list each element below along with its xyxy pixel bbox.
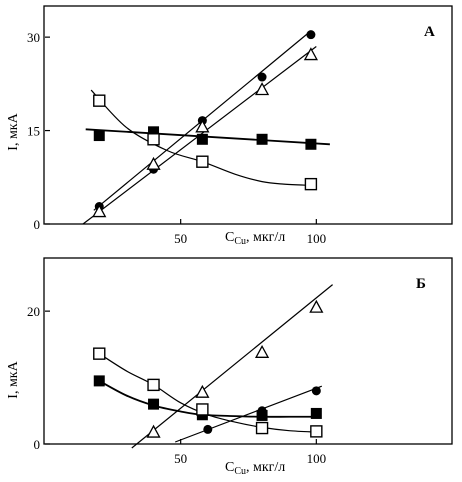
data-point-filled-square (148, 398, 160, 410)
panel-b: Б I, мкА CCu, мкг/л 50 100 0 20 (6, 257, 453, 477)
x-tick-label: 50 (174, 231, 187, 246)
data-point-filled-circle (306, 30, 316, 40)
data-point-open-triangle (303, 47, 319, 61)
fit-line-open-triangle (131, 284, 333, 449)
data-point-filled-square (310, 407, 322, 419)
data-point-open-triangle (195, 384, 210, 398)
data-point-open-triangle (254, 82, 270, 96)
panel-b-points (93, 299, 324, 438)
panel-b-xlabel: CCu, мкг/л (225, 460, 285, 477)
data-point-open-square (304, 177, 318, 191)
fit-line-open-square (90, 89, 311, 186)
data-point-open-triangle (254, 344, 270, 358)
data-point-open-square (93, 347, 106, 360)
data-point-open-triangle (92, 204, 107, 218)
panel-a-xticks: 50 100 (174, 219, 326, 246)
panel-b-yticks: 0 20 (27, 304, 50, 452)
y-tick-label: 20 (27, 304, 40, 319)
panel-a-ylabel: I, мкА (6, 112, 21, 150)
x-tick-label: 50 (174, 451, 187, 466)
x-tick-label: 100 (307, 451, 327, 466)
data-point-open-square (310, 425, 323, 438)
data-point-open-square (93, 94, 106, 107)
data-point-filled-square (196, 133, 208, 145)
y-tick-label: 0 (34, 217, 41, 232)
panel-b-xticks: 50 100 (174, 439, 326, 466)
data-point-filled-square (93, 375, 105, 387)
panel-a-points (92, 30, 319, 218)
data-point-filled-circle (203, 424, 213, 434)
data-point-filled-square (305, 138, 317, 150)
data-point-filled-square (93, 130, 105, 142)
fit-line-filled-circle (174, 385, 323, 443)
x-tick-label: 100 (307, 231, 327, 246)
data-point-open-square (196, 155, 209, 168)
data-point-open-square (147, 133, 160, 146)
data-point-filled-square (256, 409, 268, 421)
data-point-open-square (147, 378, 160, 392)
panel-b-ylabel: I, мкА (6, 360, 21, 398)
panel-a-label: А (424, 24, 435, 40)
data-point-open-triangle (146, 156, 161, 170)
data-point-open-triangle (195, 119, 210, 133)
panel-a-xlabel: CCu, мкг/л (225, 230, 285, 247)
panel-b-fits (98, 284, 333, 449)
panel-a-yticks: 0 15 30 (27, 30, 50, 232)
data-point-filled-circle (311, 386, 321, 396)
data-point-filled-square (256, 133, 268, 145)
data-point-open-square (255, 421, 269, 435)
data-point-open-square (196, 403, 209, 416)
y-tick-label: 30 (27, 30, 40, 45)
panel-b-frame (43, 257, 453, 445)
panel-a: А I, мкА CCu, мкг/л 50 100 0 15 30 (6, 5, 453, 247)
panel-b-label: Б (416, 276, 426, 292)
y-tick-label: 0 (34, 437, 41, 452)
data-point-filled-circle (257, 72, 267, 82)
y-tick-label: 15 (27, 124, 40, 139)
data-point-open-triangle (146, 424, 161, 438)
panel-a-frame (43, 5, 453, 225)
fit-line-open-square (98, 353, 317, 433)
data-point-filled-square (148, 126, 160, 138)
data-point-open-triangle (309, 299, 324, 313)
